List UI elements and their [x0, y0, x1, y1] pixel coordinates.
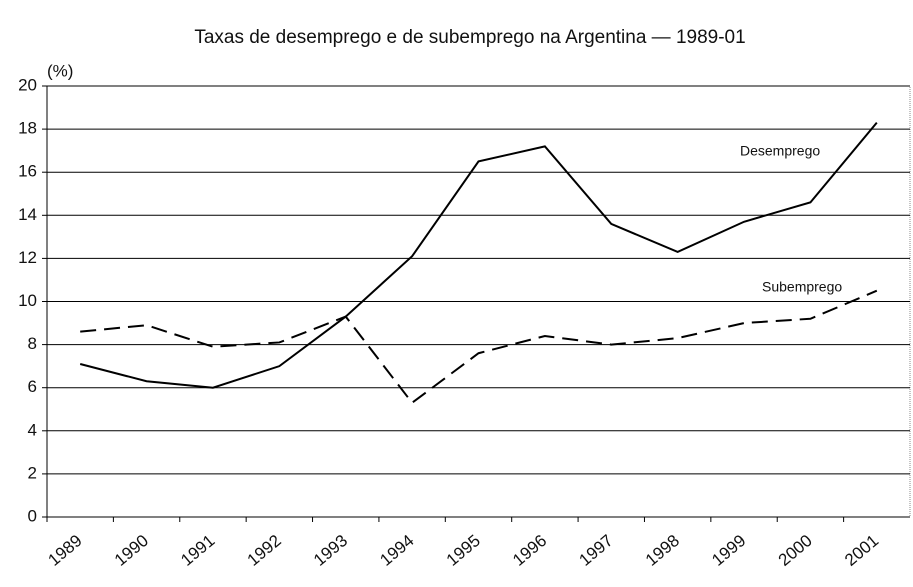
y-tick-label: 4 — [28, 420, 37, 439]
y-tick-label: 18 — [18, 119, 37, 138]
x-tick-label: 1993 — [310, 531, 351, 570]
y-tick-label: 12 — [18, 248, 37, 267]
y-tick-label: 2 — [28, 463, 37, 482]
x-tick-label: 1991 — [177, 531, 218, 570]
x-tick-label: 2000 — [775, 531, 816, 570]
x-tick-label: 1997 — [576, 531, 617, 570]
y-axis-label: (%) — [47, 61, 73, 80]
x-tick-label: 1992 — [244, 531, 285, 570]
x-tick-label: 1996 — [509, 531, 550, 570]
series-annotation: Desemprego — [740, 143, 820, 159]
series-annotation: Subemprego — [762, 279, 842, 295]
y-tick-label: 10 — [18, 291, 37, 310]
series-line — [80, 289, 878, 405]
x-tick-label: 1989 — [44, 531, 85, 570]
y-tick-label: 20 — [18, 75, 37, 94]
y-tick-label: 14 — [18, 205, 37, 224]
y-tick-label: 6 — [28, 377, 37, 396]
x-tick-label: 1998 — [642, 531, 683, 570]
y-tick-label: 8 — [28, 334, 37, 353]
series-line — [79, 121, 878, 389]
y-tick-label: 16 — [18, 162, 37, 181]
x-tick-label: 2001 — [841, 531, 882, 570]
x-tick-label: 1995 — [443, 531, 484, 570]
x-tick-label: 1990 — [111, 531, 152, 570]
x-tick-label: 1999 — [708, 531, 749, 570]
y-tick-label: 0 — [28, 506, 37, 525]
x-tick-label: 1994 — [376, 531, 417, 570]
chart-title: Taxas de desemprego e de subemprego na A… — [194, 27, 745, 48]
